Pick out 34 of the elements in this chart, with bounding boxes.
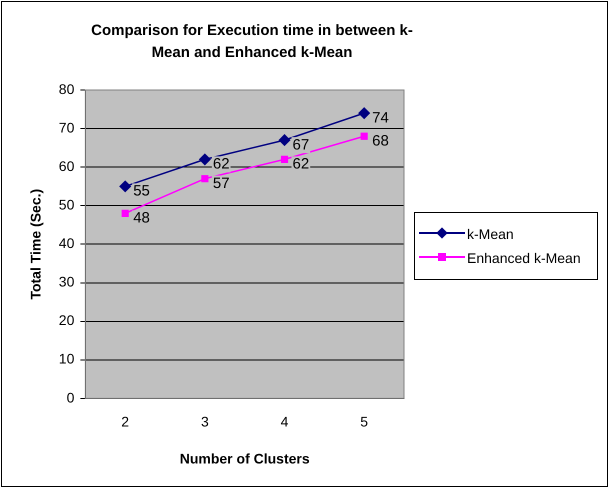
- point: [280, 156, 288, 163]
- data-label: 74: [372, 109, 389, 126]
- data-label: 62: [292, 156, 310, 173]
- data-label: 48: [133, 210, 150, 226]
- point: [201, 175, 208, 182]
- point: [199, 154, 211, 166]
- y-tick-label: 20: [58, 312, 75, 328]
- point: [358, 107, 370, 119]
- legend-label: k-Mean: [467, 225, 514, 243]
- point: [122, 210, 129, 217]
- data-label: 67: [292, 136, 310, 154]
- point: [360, 132, 368, 140]
- y-tick-label: 10: [58, 350, 75, 367]
- y-tick-label: 50: [58, 196, 75, 213]
- y-tick-label: 70: [58, 119, 75, 136]
- data-label: 57: [212, 174, 230, 192]
- point: [278, 134, 290, 146]
- y-tick-label: 40: [58, 235, 75, 252]
- x-tick-label: 4: [280, 414, 289, 430]
- y-tick-label: 80: [58, 80, 75, 97]
- y-axis-title: Total Time (Sec.): [27, 188, 44, 300]
- x-tick-label: 3: [200, 414, 209, 430]
- data-label: 55: [133, 182, 150, 200]
- data-label: 68: [372, 132, 389, 150]
- x-tick-label: 2: [121, 414, 130, 430]
- x-axis-title: Number of Clusters: [180, 450, 310, 466]
- x-tick-label: 5: [360, 414, 368, 430]
- y-tick-label: 0: [66, 389, 75, 406]
- y-tick-label: 60: [58, 158, 75, 174]
- data-label: 62: [212, 156, 230, 173]
- y-tick-label: 30: [58, 274, 75, 290]
- chart-title: Comparison for Execution time in between k-Mean and Enhanced k-Mean: [90, 21, 414, 63]
- point: [119, 180, 131, 192]
- legend-label: Enhanced k-Mean: [467, 249, 581, 267]
